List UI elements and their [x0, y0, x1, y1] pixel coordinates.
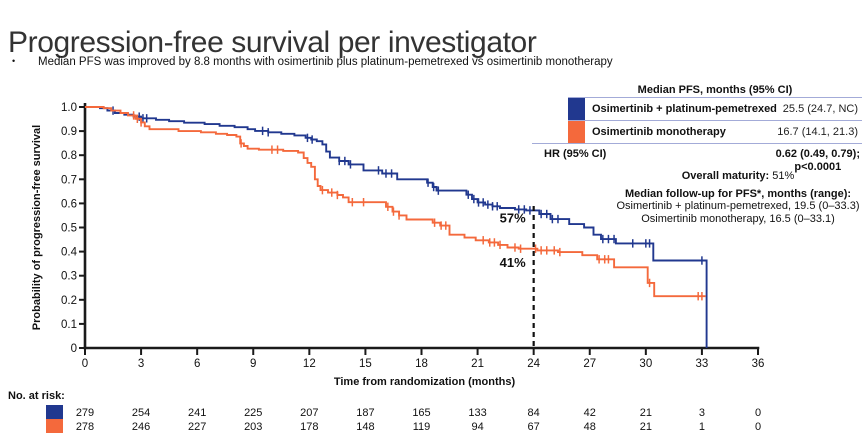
- followup-combo: Osimertinib + platinum-pemetrexed, 19.5 …: [616, 200, 860, 212]
- risk-count: 246: [132, 421, 150, 433]
- y-tick-label: 0.6: [61, 198, 77, 210]
- risk-count: 3: [699, 407, 705, 419]
- y-tick-label: 0.2: [61, 295, 77, 307]
- bullet-icon: •: [12, 56, 16, 66]
- x-tick-label: 12: [303, 358, 316, 370]
- risk-count: 84: [528, 407, 540, 419]
- x-tick-label: 36: [752, 358, 765, 370]
- risk-count: 0: [755, 421, 761, 433]
- mono-arm-label: Osimertinib monotherapy: [592, 126, 726, 138]
- risk-count: 48: [584, 421, 596, 433]
- landmark-rate-label-combo: 57%: [500, 211, 526, 226]
- risk-count: 241: [188, 407, 206, 419]
- y-tick-label: 0.9: [61, 126, 77, 138]
- risk-count: 254: [132, 407, 150, 419]
- risk-count: 148: [356, 421, 374, 433]
- hr-value: 0.62 (0.49, 0.79); p<0.0001: [776, 148, 862, 174]
- risk-count: 203: [244, 421, 262, 433]
- survival-curve-mono: [85, 106, 706, 298]
- y-tick-label: 0: [71, 343, 77, 355]
- risk-count: 278: [76, 421, 94, 433]
- followup-header: Median follow-up for PFS*, months (range…: [624, 187, 852, 200]
- y-tick-label: 0.8: [61, 150, 77, 162]
- x-tick-label: 27: [583, 358, 596, 370]
- x-tick-label: 33: [696, 358, 709, 370]
- risk-count: 165: [412, 407, 430, 419]
- hr-value-line1: 0.62 (0.49, 0.79);: [775, 148, 860, 160]
- followup-mono: Osimertinib monotherapy, 16.5 (0–33.1): [641, 212, 835, 225]
- x-tick-label: 3: [138, 358, 144, 370]
- hr-label: HR (95% CI): [544, 148, 607, 160]
- risk-count: 187: [356, 407, 374, 419]
- risk-count: 178: [300, 421, 318, 433]
- hr-pvalue: p<0.0001: [794, 161, 842, 173]
- risk-count: 119: [413, 421, 431, 433]
- risk-count: 1: [699, 421, 705, 433]
- x-tick-label: 0: [82, 358, 88, 370]
- x-tick-label: 9: [250, 358, 256, 370]
- table-row-mono: Osimertinib monotherapy 16.7 (14.1, 21.3…: [568, 120, 862, 143]
- x-tick-label: 18: [415, 358, 428, 370]
- risk-count: 279: [76, 407, 94, 419]
- hazard-ratio-row: HR (95% CI) 0.62 (0.49, 0.79); p<0.0001: [532, 143, 862, 174]
- overall-maturity-value: 51%: [772, 170, 795, 182]
- risk-count: 21: [640, 407, 652, 419]
- risk-row-swatch-mono: [46, 419, 63, 433]
- risk-count: 21: [640, 421, 652, 433]
- risk-count: 207: [300, 407, 318, 419]
- mono-color-swatch: [568, 121, 585, 143]
- risk-count: 133: [468, 407, 486, 419]
- landmark-rate-label-mono: 41%: [500, 255, 526, 270]
- key-message-text: Median PFS was improved by 8.8 months wi…: [38, 56, 613, 68]
- risk-count: 94: [471, 421, 483, 433]
- x-tick-label: 6: [194, 358, 200, 370]
- x-tick-label: 21: [471, 358, 484, 370]
- risk-count: 0: [755, 407, 761, 419]
- x-tick-label: 24: [527, 358, 540, 370]
- risk-count: 225: [244, 407, 262, 419]
- key-message: • Median PFS was improved by 8.8 months w…: [12, 56, 613, 68]
- median-pfs-table-header: Median PFS, months (95% CI): [637, 84, 793, 96]
- x-tick-label: 30: [639, 358, 652, 370]
- y-tick-label: 0.7: [61, 174, 77, 186]
- overall-maturity: Overall maturity: 51%: [612, 170, 864, 183]
- stats-block: Overall maturity: 51% Median follow-up f…: [612, 170, 864, 225]
- page-title: Progression-free survival per investigat…: [8, 26, 537, 60]
- combo-arm-label: Osimertinib + platinum-pemetrexed: [592, 103, 777, 115]
- median-pfs-table-rows: Osimertinib + platinum-pemetrexed 25.5 (…: [568, 97, 862, 143]
- y-axis-title: Probability of progression-free survival: [31, 125, 43, 330]
- y-tick-label: 0.5: [61, 223, 77, 235]
- risk-count: 227: [188, 421, 206, 433]
- combo-median-pfs-value: 25.5 (24.7, NC): [782, 103, 858, 115]
- x-tick-label: 15: [359, 358, 372, 370]
- y-tick-label: 1.0: [61, 102, 77, 114]
- y-tick-label: 0.4: [61, 247, 78, 259]
- overall-maturity-label: Overall maturity:: [681, 170, 770, 182]
- table-row-combo: Osimertinib + platinum-pemetrexed 25.5 (…: [568, 98, 862, 120]
- y-tick-label: 0.3: [61, 271, 77, 283]
- x-axis-title: Time from randomization (months): [334, 376, 516, 388]
- combo-color-swatch: [568, 98, 585, 120]
- mono-median-pfs-value: 16.7 (14.1, 21.3): [777, 126, 858, 138]
- risk-count: 42: [584, 407, 596, 419]
- y-tick-label: 0.1: [61, 319, 77, 331]
- risk-row-swatch-combo: [46, 405, 63, 419]
- risk-count: 67: [528, 421, 540, 433]
- no-at-risk-label: No. at risk:: [8, 390, 65, 402]
- median-pfs-table: Median PFS, months (95% CI) Osimertinib …: [532, 84, 862, 174]
